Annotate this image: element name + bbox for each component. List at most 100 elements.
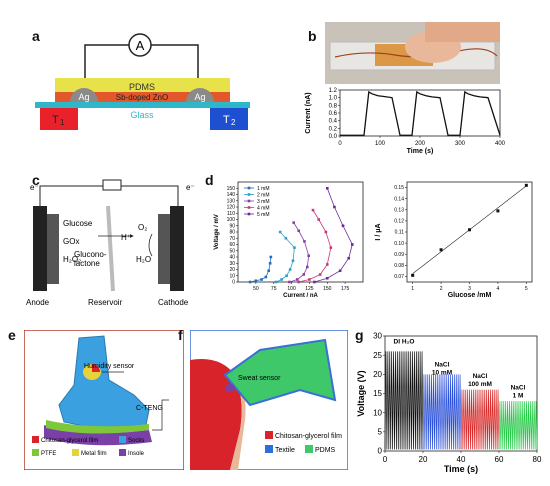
legend-marker [247,199,251,203]
cathode-electrode [170,206,184,291]
finger-top [425,22,500,42]
data-point [496,209,500,213]
data-point [248,280,252,284]
x-tick-label: 150 [323,286,332,292]
voltage-segment-2 [460,389,500,450]
x-tick-label: 400 [495,141,506,147]
t1-sub: 1 [60,118,65,127]
y-tick-label: 5 [378,428,383,437]
data-point [313,280,316,284]
ammeter-label: A [136,38,145,53]
x-tick-label: 0 [383,455,388,464]
data-point [278,230,282,234]
data-point [295,278,299,281]
x-tick-label: 300 [455,141,466,147]
sweat-sensor-dot [225,384,235,392]
y-tick-label: 0.15 [394,185,404,191]
data-point [325,263,329,266]
data-point [268,261,272,265]
data-point [291,259,295,263]
y-tick-label: 0.11 [395,230,405,236]
gox-label: GOx [63,237,79,246]
data-point [274,280,278,284]
legend-swatch [32,449,39,456]
x-tick-label: 200 [415,141,426,147]
data-point [260,278,263,281]
data-point [311,208,315,212]
panel-b-photo [325,22,500,84]
panel-e-insole-diagram: Humidity sensor C-TENG Chitosan-glycerol… [24,330,184,470]
legend-label: 1 mM [257,186,270,192]
x-tick-label: 3 [468,286,471,292]
gluconolactone-label-2: lactone [74,259,100,268]
y-tick-label: 0.4 [329,119,338,125]
data-point [297,229,301,233]
arm-skin [230,375,246,470]
zno-label: Sb-doped ZnO [116,93,168,102]
anode-label: Anode [26,298,50,307]
legend-label: PTFE [41,451,56,457]
y-tick-label: 0.09 [394,252,404,258]
y-tick-label: 0.6 [329,111,338,117]
voltage-segment-1 [422,374,462,450]
data-point [288,280,291,284]
y-tick-label: 0.14 [394,196,404,202]
o2-label: O₂ [138,223,147,232]
legend-swatch [119,436,126,443]
y-tick-label: 20 [373,370,382,379]
annotation-line2: 1 M [513,393,524,400]
y-tick-label: 0 [378,447,383,456]
reservoir-label: Reservoir [88,298,123,307]
legend-label: Chitosan-glycerol film [41,438,98,444]
y-tick-label: 0.12 [394,219,404,225]
annotation-line1: NaCl [435,362,450,369]
t2-sub: 2 [231,118,236,127]
y-tick-label: 100 [227,217,236,223]
voltage-segment-0 [384,351,424,450]
external-circuit-wire [39,185,179,209]
x-tick-label: 4 [497,286,500,292]
pdms-label: PDMS [129,82,155,92]
ag-right-label: Ag [194,92,205,102]
data-point [288,268,292,271]
annotation-line1: NaCl [511,385,526,392]
annotation-line1: DI H₂O [394,339,415,346]
y-axis-label: Current (nA) [305,92,312,133]
panel-label-c: c [32,172,40,188]
legend-label: 3 mM [257,199,270,205]
legend-swatch [305,445,313,453]
glass-label: Glass [130,110,154,120]
data-point [308,278,311,281]
data-point [338,269,342,273]
ammeter-icon [128,33,152,57]
data-point [302,273,306,276]
y-tick-label: 70 [229,236,235,242]
legend-label: Metal film [81,451,107,457]
plot-frame [406,181,533,283]
legend-label: 5 mM [257,212,270,218]
y-tick-label: 25 [373,351,382,360]
x-tick-label: 2 [440,286,443,292]
data-point [254,279,258,283]
legend-swatch [265,445,273,453]
cathode-label: Cathode [158,298,189,307]
sensor-patch [223,338,337,407]
y-tick-label: 20 [229,267,235,273]
panel-label-d: d [205,172,214,188]
zno-layer [55,92,230,102]
t1-label: T [52,114,59,126]
y-tick-label: 0.8 [329,103,338,109]
data-point [324,230,328,234]
y-tick-label: 0.13 [394,207,404,213]
y-tick-label: 10 [229,273,235,279]
x-tick-label: 100 [287,286,296,292]
data-point [468,228,471,232]
glass-layer [35,102,250,108]
y-tick-label: 30 [229,261,235,267]
data-point [347,256,351,260]
data-point [303,240,306,243]
data-point [329,246,333,249]
cathode-catalyst-layer [158,214,170,284]
y-tick-label: 140 [227,192,236,198]
series-line-4 [314,188,353,283]
